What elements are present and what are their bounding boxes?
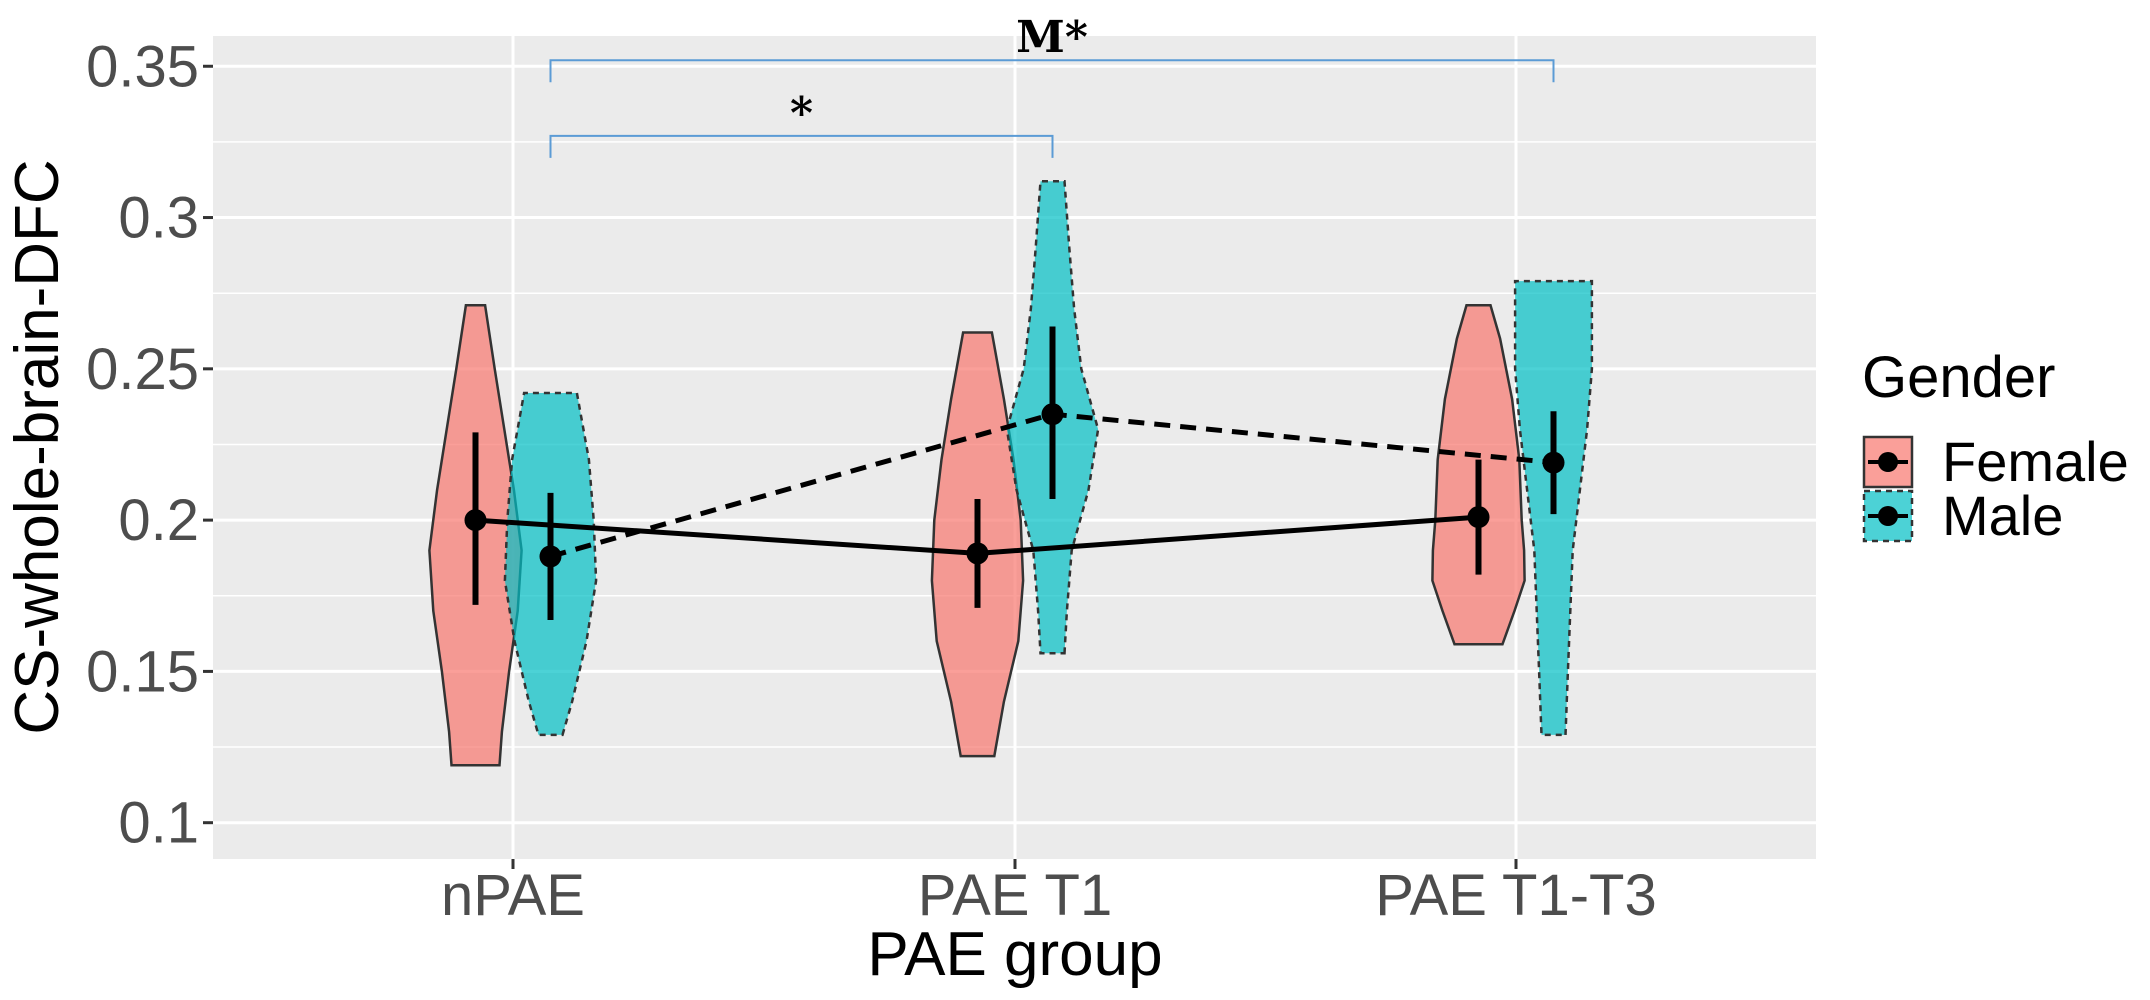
significance-bracket — [549, 134, 1054, 158]
legend-label-female: Female — [1942, 430, 2129, 493]
mean-point-female — [966, 542, 989, 565]
mean-point-male — [539, 545, 562, 568]
significance-label: M* — [1016, 12, 1088, 63]
significance-bracket — [549, 59, 1555, 83]
legend-title: Gender — [1862, 345, 2055, 410]
y-tick-label: 0.25 — [86, 337, 199, 402]
x-tick-label: PAE T1 — [918, 863, 1113, 928]
y-tick-label: 0.1 — [118, 791, 199, 856]
mean-point-female — [1467, 506, 1490, 529]
x-tick-label: PAE T1-T3 — [1375, 863, 1657, 928]
x-axis-ticks: nPAE PAE T1 PAE T1-T3 — [441, 859, 1657, 928]
error-bars — [464, 326, 1565, 620]
mean-point-female — [464, 509, 487, 532]
legend-key-point — [1878, 452, 1898, 472]
y-tick-label: 0.35 — [86, 34, 199, 99]
legend-key-point — [1878, 506, 1898, 526]
mean-point-male — [1542, 451, 1565, 474]
significance-annotations: * M* — [549, 12, 1555, 158]
y-tick-label: 0.15 — [86, 639, 199, 704]
legend-label-male: Male — [1942, 484, 2063, 547]
y-tick-label: 0.3 — [118, 186, 199, 251]
y-axis-ticks: 0.1 0.15 0.2 0.25 0.3 0.35 — [86, 34, 213, 856]
significance-label: * — [790, 88, 813, 139]
y-axis-title: CS-whole-brain-DFC — [3, 159, 72, 734]
mean-point-male — [1041, 403, 1064, 426]
x-axis-title: PAE group — [867, 920, 1162, 989]
x-tick-label: nPAE — [441, 863, 585, 928]
y-tick-label: 0.2 — [118, 488, 199, 553]
